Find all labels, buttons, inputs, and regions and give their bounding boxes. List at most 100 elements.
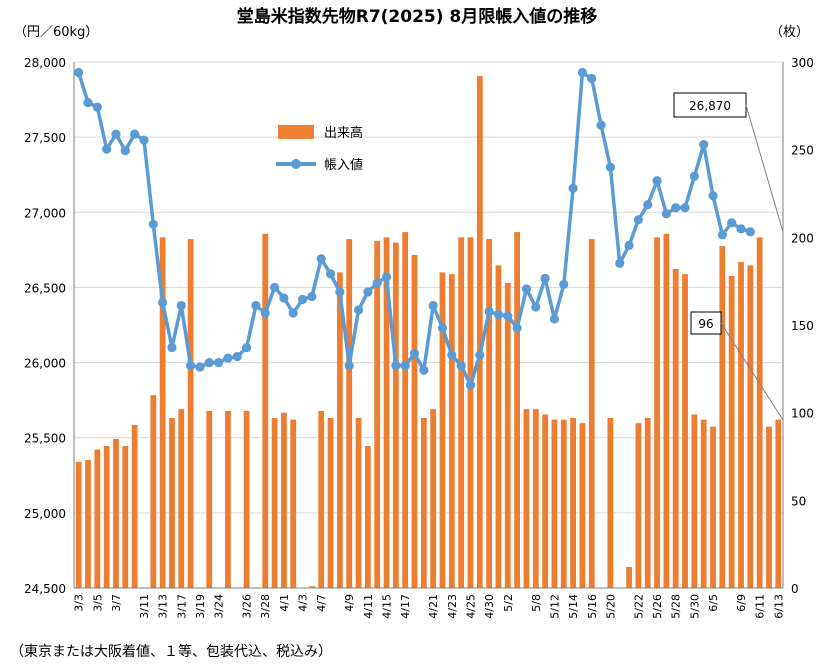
volume-bar — [355, 417, 362, 588]
right-tick-labels: 0 50 100 150 200 250 300 — [791, 56, 814, 596]
volume-bar — [271, 417, 278, 588]
price-point — [661, 209, 671, 219]
volume-bar — [150, 395, 157, 588]
left-tick-label: 25,500 — [24, 432, 66, 446]
left-tick-labels: 24,500 25,000 25,500 26,000 26,500 27,000 27,5… — [24, 56, 66, 596]
x-tick-label: 4/1 — [278, 594, 291, 612]
x-tick-label: 4/30 — [483, 594, 496, 619]
volume-bar — [766, 426, 772, 588]
volume-bar — [364, 445, 371, 588]
price-line — [74, 67, 755, 390]
price-point — [540, 273, 550, 284]
volume-bar — [738, 261, 744, 588]
price-point — [297, 294, 308, 305]
last-volume-callout-text: 96 — [698, 317, 713, 331]
volume-bar — [346, 239, 353, 588]
volume-bar — [169, 417, 175, 588]
right-tick-label: 200 — [791, 231, 814, 245]
price-point — [727, 218, 737, 228]
x-tick-label: 5/28 — [670, 594, 683, 619]
volume-bar — [504, 282, 511, 588]
volume-bar — [420, 417, 427, 588]
volume-bar — [318, 410, 325, 588]
price-point — [624, 240, 634, 250]
price-point — [223, 353, 233, 363]
right-tick-label: 0 — [791, 582, 799, 596]
x-tick-label: 5/2 — [502, 594, 515, 612]
volume-bar — [85, 460, 91, 588]
volume-bar — [94, 449, 101, 588]
price-point — [615, 258, 625, 268]
x-tick-label: 4/3 — [297, 594, 310, 612]
volume-bar — [570, 417, 576, 588]
volume-bar — [308, 586, 315, 588]
price-point — [465, 380, 476, 390]
chart-title: 堂島米指数先物R7(2025) 8月限帳入値の推移 — [237, 6, 598, 27]
volume-bar — [439, 272, 446, 588]
price-point — [241, 342, 252, 353]
price-point — [353, 305, 364, 315]
x-tick-label: 3/17 — [175, 594, 188, 619]
price-point — [363, 287, 373, 297]
x-tick-label: 3/24 — [213, 594, 226, 619]
footnote: （東京または大阪着値、１等、包装代込、税込み） — [10, 643, 332, 660]
volume-bar — [262, 233, 269, 588]
volume-bar — [411, 254, 418, 588]
legend-line-marker — [291, 159, 301, 169]
price-point — [102, 144, 112, 154]
price-point — [456, 360, 466, 371]
volume-bar — [75, 461, 82, 588]
volume-bar — [448, 274, 455, 588]
x-tick-label: 3/7 — [110, 594, 123, 612]
x-tick-label: 4/21 — [427, 594, 440, 619]
price-point — [269, 282, 280, 293]
volume-bar — [691, 414, 698, 588]
legend-bar-swatch — [278, 125, 314, 139]
x-tick-label: 4/11 — [362, 594, 375, 619]
price-point — [176, 300, 186, 311]
volume-bar — [131, 424, 138, 588]
x-tick-label: 3/19 — [194, 594, 207, 619]
price-point — [325, 269, 336, 279]
price-point — [671, 203, 681, 213]
volume-bar — [710, 426, 716, 588]
price-point — [186, 360, 196, 371]
left-tick-label: 25,000 — [24, 507, 66, 521]
volume-bar — [327, 417, 334, 588]
price-point — [503, 311, 513, 321]
price-point — [139, 135, 149, 145]
volume-bar — [178, 409, 185, 588]
price-point — [130, 129, 140, 139]
x-tick-label: 3/28 — [259, 594, 272, 619]
x-tick-label: 5/16 — [586, 594, 599, 619]
volume-bar — [402, 232, 409, 588]
price-point — [83, 97, 93, 108]
price-point — [484, 306, 494, 317]
right-tick-label: 250 — [791, 144, 814, 158]
price-point — [736, 224, 746, 234]
price-point — [587, 73, 597, 84]
price-point — [643, 200, 653, 210]
price-point — [213, 357, 224, 368]
volume-bar — [700, 419, 707, 588]
price-point — [428, 300, 438, 311]
x-tick-label: 3/3 — [73, 594, 86, 612]
price-point — [699, 140, 709, 150]
price-point — [111, 129, 121, 139]
x-tick-label: 5/20 — [604, 594, 617, 619]
price-point — [260, 308, 270, 318]
x-tick-label: 4/9 — [343, 594, 356, 612]
price-point — [335, 287, 345, 297]
volume-bar — [579, 423, 586, 588]
price-point — [549, 314, 560, 324]
x-tick-label: 4/25 — [465, 594, 478, 619]
price-point — [288, 308, 298, 318]
x-tick-label: 5/26 — [651, 594, 664, 619]
x-tick-label: 3/13 — [157, 594, 170, 619]
x-tick-label: 6/9 — [735, 594, 748, 612]
axes — [73, 62, 784, 589]
volume-bar — [392, 242, 399, 589]
legend-line-label: 帳入値 — [324, 157, 363, 173]
price-point — [232, 351, 242, 362]
last-price-callout-text: 26,870 — [689, 99, 731, 113]
